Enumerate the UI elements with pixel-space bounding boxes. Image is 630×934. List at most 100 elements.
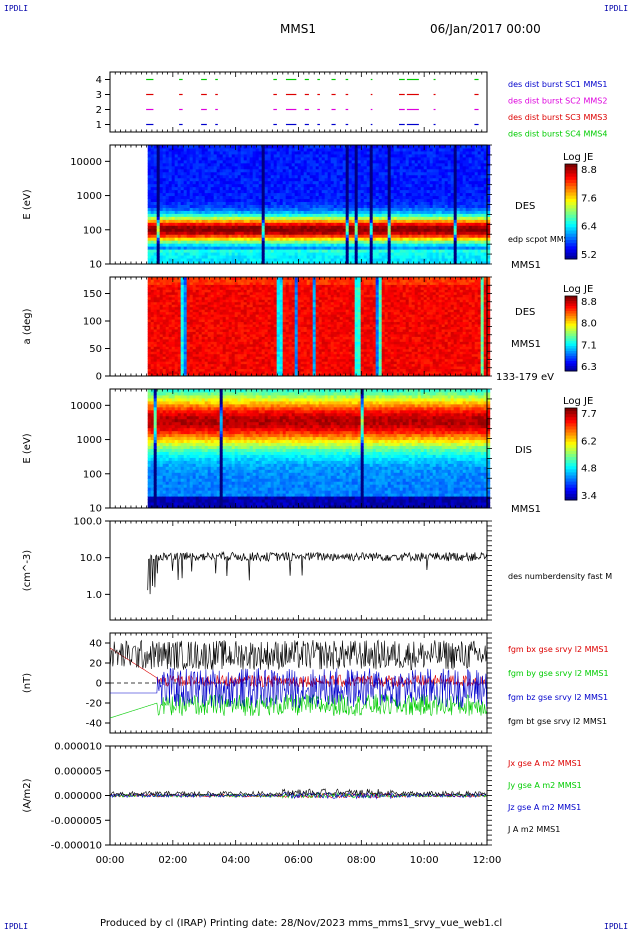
spectrogram-cell <box>432 219 437 223</box>
colorbar-step <box>565 164 577 168</box>
spectrogram-cell <box>408 201 413 205</box>
spectrogram-cell <box>480 225 485 229</box>
spectrogram-cell <box>303 168 308 173</box>
spectrogram-cell <box>165 165 170 170</box>
spectrogram-cell <box>285 183 290 188</box>
spectrogram-cell <box>162 186 167 191</box>
spectrogram-cell <box>327 198 332 203</box>
spectrogram-cell <box>201 195 206 200</box>
spectrogram-cell <box>465 183 470 188</box>
spectrogram-cell <box>198 252 203 256</box>
spectrogram-cell <box>246 255 251 259</box>
spectrogram-cell <box>243 219 248 223</box>
spectrogram-cell <box>213 189 218 194</box>
spectrogram-cell <box>312 246 317 250</box>
spectrogram-cell <box>360 183 365 188</box>
colorbar-step <box>565 167 577 171</box>
spectrogram-cell <box>153 207 158 211</box>
spectrogram-cell <box>237 168 242 173</box>
spectrogram-cell <box>276 225 281 229</box>
spectrogram-cell <box>381 246 386 250</box>
spectrogram-cell <box>240 231 245 235</box>
spectrogram-cell <box>183 225 188 229</box>
spectrogram-cell <box>168 207 173 211</box>
spectrogram-cell <box>336 192 341 197</box>
spectrogram-cell <box>480 249 485 253</box>
colorbar-step <box>565 240 577 244</box>
spectrogram-cell <box>168 201 173 205</box>
spectrogram-cell <box>333 210 338 214</box>
spectrogram-cell <box>468 210 473 214</box>
spectrogram-cell <box>462 231 467 235</box>
spectrogram-cell <box>243 153 248 158</box>
spectrogram-cell <box>303 162 308 167</box>
spectrogram-cell <box>465 231 470 235</box>
spectrogram-cell <box>207 183 212 188</box>
spectrogram-cell <box>234 219 239 223</box>
spectrogram-cell <box>264 168 269 173</box>
spectrogram-cell <box>339 216 344 220</box>
spectrogram-cell <box>402 252 407 256</box>
spectrogram-cell <box>450 189 455 194</box>
spectrogram-cell <box>441 213 446 217</box>
spectrogram-cell <box>405 258 410 262</box>
spectrogram-cell <box>180 174 185 179</box>
spectrogram-cell <box>432 210 437 214</box>
spectrogram-cell <box>216 195 221 200</box>
spectrogram-cell <box>420 249 425 253</box>
spectrogram-cell <box>399 243 404 247</box>
spectrogram-cell <box>363 168 368 173</box>
spectrogram-cell <box>411 222 416 226</box>
spectrogram-cell <box>438 225 443 229</box>
spectrogram-cell <box>354 174 359 179</box>
spectrogram-cell <box>396 186 401 191</box>
spectrogram-cell <box>369 252 374 256</box>
spectrogram-cell <box>297 213 302 217</box>
spectrogram-cell <box>189 249 194 253</box>
spectrogram-cell <box>435 183 440 188</box>
spectrogram-cell <box>300 255 305 259</box>
spectrogram-cell <box>294 192 299 197</box>
spectrogram-cell <box>336 183 341 188</box>
spectrogram-cell <box>435 225 440 229</box>
spectrogram-cell <box>210 189 215 194</box>
spectrogram-cell <box>366 213 371 217</box>
spectrogram-cell <box>456 201 461 205</box>
spectrogram-cell <box>369 207 374 211</box>
spectrogram-cell <box>399 249 404 253</box>
spectrogram-cell <box>378 147 383 152</box>
spectrogram-cell <box>450 261 455 265</box>
spectrogram-cell <box>411 162 416 167</box>
spectrogram-cell <box>333 147 338 152</box>
spectrogram-cell <box>321 240 326 244</box>
spectrogram-cell <box>225 162 230 167</box>
spectrogram-cell <box>261 150 266 155</box>
spectrogram-cell <box>414 240 419 244</box>
spectrogram-cell <box>216 240 221 244</box>
spectrogram-cell <box>426 243 431 247</box>
spectrogram-cell <box>366 216 371 220</box>
spectrogram-cell <box>408 240 413 244</box>
spectrogram-cell <box>324 153 329 158</box>
spectrogram-cell <box>153 156 158 161</box>
spectrogram-cell <box>342 189 347 194</box>
spectrogram-cell <box>219 237 224 241</box>
spectrogram-cell <box>390 177 395 182</box>
spectrogram-cell <box>465 162 470 167</box>
spectrogram-cell <box>243 258 248 262</box>
spectrogram-cell <box>282 207 287 211</box>
spectrogram-cell <box>309 240 314 244</box>
spectrogram-cell <box>420 165 425 170</box>
spectrogram-cell <box>222 177 227 182</box>
spectrogram-cell <box>150 213 155 217</box>
spectrogram-cell <box>483 249 488 253</box>
spectrogram-cell <box>486 219 491 223</box>
spectrogram-cell <box>366 177 371 182</box>
spectrogram-cell <box>210 153 215 158</box>
spectrogram-cell <box>447 201 452 205</box>
spectrogram-cell <box>201 252 206 256</box>
spectrogram-cell <box>483 252 488 256</box>
spectrogram-cell <box>435 198 440 203</box>
spectrogram-cell <box>252 192 257 197</box>
spectrogram-cell <box>231 258 236 262</box>
